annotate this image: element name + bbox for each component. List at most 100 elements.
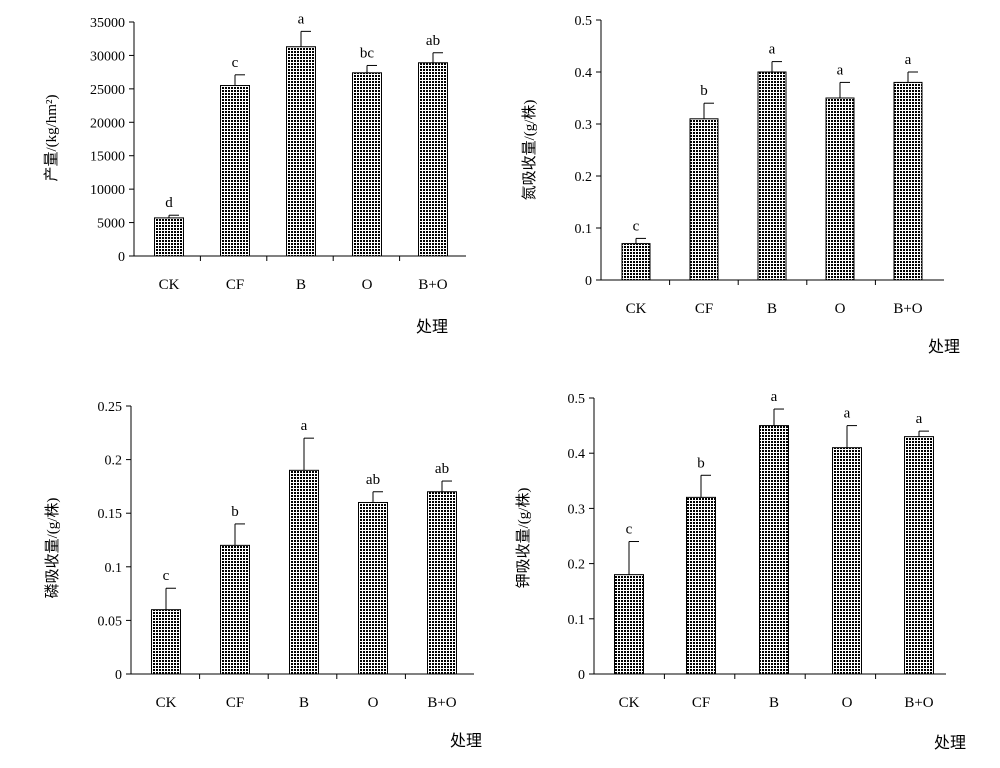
potassium-sig-letter: a bbox=[916, 411, 923, 427]
yield-sig-letter: ab bbox=[426, 33, 440, 49]
panel-potassium: c b a a a 0 0.1 0.2 0.3 0.4 0.5 CK CF B O B+O 钾吸收量/(g… bbox=[515, 389, 966, 752]
potassium-bar-b bbox=[759, 425, 789, 675]
phosphorus-x-ticks: CK CF B O B+O bbox=[156, 674, 457, 711]
yield-y-axis-label: 产量/(kg/hm²) bbox=[43, 95, 60, 182]
potassium-x-axis-label: 处理 bbox=[934, 734, 966, 752]
yield-bar-o bbox=[352, 72, 382, 257]
yield-x-tick-label: B+O bbox=[418, 277, 447, 293]
nitrogen-x-ticks: CK CF B O B+O bbox=[626, 280, 923, 317]
yield-y-tick-label: 35000 bbox=[90, 16, 125, 31]
phosphorus-y-ticks: 0 0.05 0.1 0.15 0.2 0.25 bbox=[98, 400, 131, 683]
yield-x-tick-label: O bbox=[362, 277, 373, 293]
yield-bar-cf bbox=[220, 85, 250, 257]
potassium-x-tick-label: CF bbox=[692, 695, 710, 711]
nitrogen-bar-ck bbox=[621, 243, 651, 281]
potassium-y-tick-label: 0.1 bbox=[568, 613, 586, 628]
phosphorus-error-bars bbox=[165, 437, 452, 610]
potassium-error-bar bbox=[918, 430, 929, 437]
panel-yield: d c a bc ab 0 5000 10000 15000 20000 25000 30000 35… bbox=[43, 11, 466, 336]
panel-nitrogen: c b a a a 0 0.1 0.2 0.3 0.4 0.5 CK CF B O B+O 氮吸收量/(g… bbox=[521, 14, 960, 356]
potassium-error-bar bbox=[846, 425, 857, 448]
nitrogen-y-tick-label: 0.3 bbox=[575, 118, 593, 133]
nitrogen-sig-letter: c bbox=[633, 218, 640, 234]
phosphorus-x-tick-label: O bbox=[368, 695, 379, 711]
phosphorus-error-bar bbox=[165, 587, 176, 610]
yield-bar-ck bbox=[154, 217, 184, 257]
phosphorus-error-bar bbox=[441, 480, 452, 492]
phosphorus-x-tick-label: B bbox=[299, 695, 309, 711]
phosphorus-y-tick-label: 0.05 bbox=[98, 614, 123, 629]
potassium-x-tick-label: CK bbox=[619, 695, 640, 711]
yield-sig-letter: c bbox=[232, 55, 239, 71]
nitrogen-y-axis-label: 氮吸收量/(g/株) bbox=[521, 100, 538, 201]
phosphorus-sig-letter: b bbox=[231, 504, 239, 520]
yield-bar-b bbox=[286, 46, 316, 257]
nitrogen-bar-o bbox=[825, 97, 855, 281]
yield-y-tick-label: 10000 bbox=[90, 183, 125, 198]
potassium-y-tick-label: 0.4 bbox=[568, 447, 586, 462]
yield-y-tick-label: 15000 bbox=[90, 150, 125, 165]
potassium-x-tick-label: B bbox=[769, 695, 779, 711]
nitrogen-error-bars bbox=[635, 61, 918, 244]
potassium-bar-o bbox=[832, 447, 862, 675]
phosphorus-y-axis-label: 磷吸收量/(g/株) bbox=[44, 498, 61, 599]
nitrogen-error-bar bbox=[703, 102, 714, 119]
phosphorus-x-axis-label: 处理 bbox=[450, 732, 482, 750]
nitrogen-sig-letter: b bbox=[700, 83, 708, 99]
nitrogen-y-tick-label: 0.1 bbox=[575, 222, 593, 237]
phosphorus-bar-b bbox=[289, 469, 319, 675]
phosphorus-bar-b-plus-o bbox=[427, 491, 457, 675]
potassium-bars bbox=[614, 425, 934, 675]
nitrogen-x-tick-label: CF bbox=[695, 301, 713, 317]
potassium-y-tick-label: 0.3 bbox=[568, 502, 586, 517]
phosphorus-y-tick-label: 0 bbox=[115, 668, 122, 683]
potassium-error-bars bbox=[628, 408, 929, 575]
phosphorus-x-tick-label: B+O bbox=[427, 695, 456, 711]
nitrogen-bar-b bbox=[757, 71, 787, 281]
yield-x-tick-label: CF bbox=[226, 277, 244, 293]
nitrogen-x-tick-label: O bbox=[835, 301, 846, 317]
potassium-y-tick-label: 0.5 bbox=[568, 392, 586, 407]
yield-bar-b-plus-o bbox=[418, 62, 448, 257]
potassium-sig-letters: c b a a a bbox=[626, 389, 923, 537]
yield-error-bar bbox=[168, 214, 179, 218]
panel-phosphorus: c b a ab ab 0 0.05 0.1 0.15 0.2 0.25 CK CF B O B+O 磷吸… bbox=[44, 400, 482, 750]
phosphorus-y-tick-label: 0.25 bbox=[98, 400, 123, 415]
potassium-sig-letter: c bbox=[626, 522, 633, 538]
nitrogen-error-bar bbox=[635, 237, 646, 244]
nitrogen-error-bar bbox=[907, 71, 918, 83]
potassium-error-bar bbox=[628, 541, 639, 575]
yield-error-bar bbox=[366, 64, 377, 73]
nitrogen-bar-cf bbox=[689, 118, 719, 281]
yield-sig-letter: a bbox=[298, 11, 305, 27]
yield-x-axis-label: 处理 bbox=[416, 318, 448, 336]
nitrogen-x-axis-label: 处理 bbox=[928, 338, 960, 356]
nitrogen-bars bbox=[621, 71, 923, 281]
phosphorus-x-tick-label: CK bbox=[156, 695, 177, 711]
potassium-sig-letter: a bbox=[844, 406, 851, 422]
nitrogen-y-tick-label: 0.2 bbox=[575, 170, 593, 185]
yield-x-tick-label: CK bbox=[159, 277, 180, 293]
yield-bars bbox=[154, 46, 448, 257]
potassium-error-bar bbox=[773, 408, 784, 426]
phosphorus-sig-letter: a bbox=[301, 418, 308, 434]
nitrogen-bar-b-plus-o bbox=[893, 81, 923, 281]
phosphorus-sig-letter: ab bbox=[366, 472, 380, 488]
nitrogen-x-tick-label: B+O bbox=[893, 301, 922, 317]
yield-error-bar bbox=[234, 74, 245, 86]
yield-y-tick-label: 5000 bbox=[97, 217, 125, 232]
phosphorus-bar-o bbox=[358, 501, 388, 675]
phosphorus-sig-letter: c bbox=[163, 568, 170, 584]
yield-error-bar bbox=[432, 52, 443, 63]
potassium-bar-ck bbox=[614, 574, 644, 675]
phosphorus-bars bbox=[151, 469, 457, 675]
yield-sig-letters: d c a bc ab bbox=[165, 11, 440, 211]
nitrogen-y-ticks: 0 0.1 0.2 0.3 0.4 0.5 bbox=[575, 14, 601, 289]
nitrogen-error-bar bbox=[839, 81, 850, 98]
nitrogen-y-tick-label: 0.5 bbox=[575, 14, 593, 29]
potassium-y-tick-label: 0 bbox=[578, 668, 585, 683]
nitrogen-x-tick-label: CK bbox=[626, 301, 647, 317]
nitrogen-error-bar bbox=[771, 61, 782, 72]
potassium-sig-letter: a bbox=[771, 389, 778, 405]
yield-y-tick-label: 20000 bbox=[90, 116, 125, 131]
